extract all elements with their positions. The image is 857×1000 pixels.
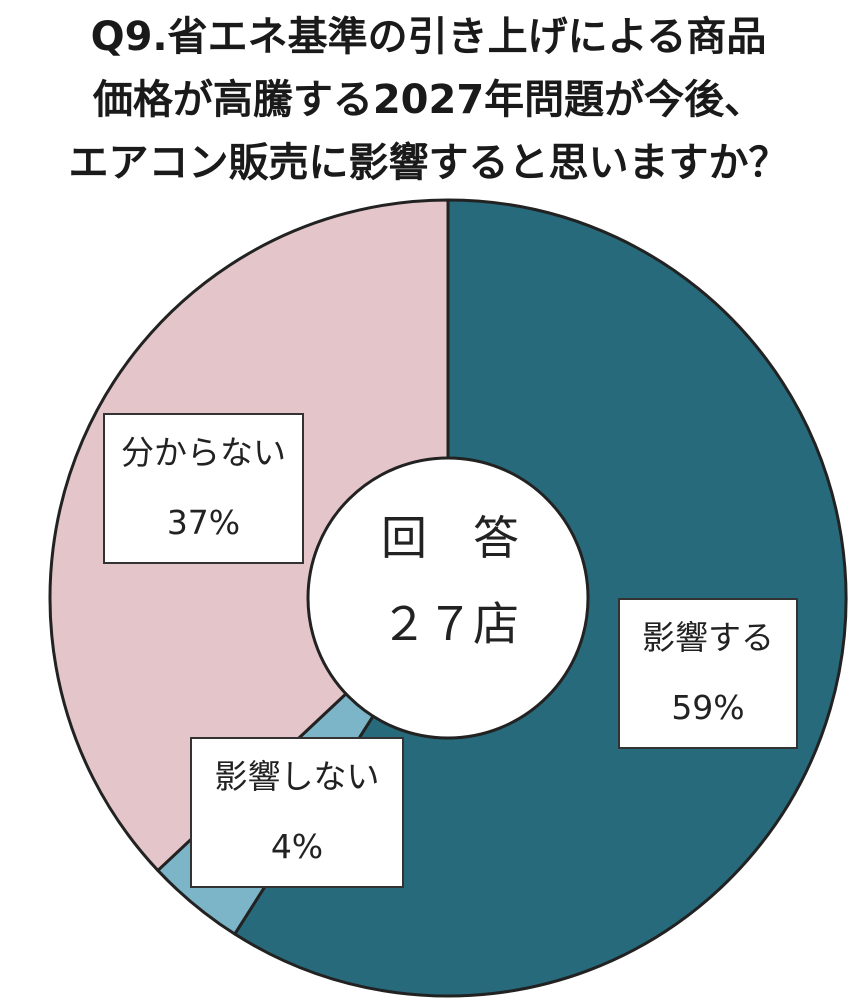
label-name-affect: 影響する: [642, 618, 774, 657]
label-value-no-affect: 4%: [270, 827, 324, 866]
center-label: 回 答 ２７店: [330, 510, 570, 652]
center-label-line-2: ２７店: [381, 597, 519, 651]
data-label-no-affect: 影響しない 4%: [190, 737, 404, 888]
label-value-unknown: 37%: [166, 503, 241, 542]
data-label-affect: 影響する 59%: [618, 598, 798, 749]
center-label-line-1: 回 答: [381, 511, 519, 565]
title-line-3: エアコン販売に影響すると思いますか？: [68, 140, 789, 186]
label-name-unknown: 分からない: [121, 433, 286, 472]
title-line-1: Q9.省エネ基準の引き上げによる商品: [90, 14, 767, 60]
donut-hole: [306, 456, 590, 740]
chart-title: Q9.省エネ基準の引き上げによる商品 価格が高騰する2027年問題が今後、 エア…: [0, 6, 857, 195]
data-label-unknown: 分からない 37%: [103, 413, 304, 564]
label-value-affect: 59%: [671, 688, 745, 727]
label-name-no-affect: 影響しない: [214, 757, 380, 796]
title-line-2: 価格が高騰する2027年問題が今後、: [92, 77, 765, 123]
